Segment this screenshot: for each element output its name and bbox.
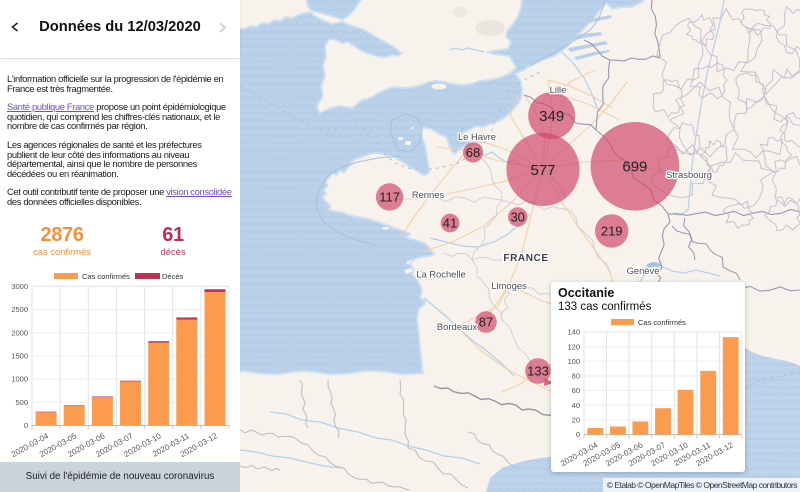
svg-text:120: 120: [567, 342, 580, 351]
svg-text:Lille: Lille: [550, 84, 567, 95]
svg-text:68: 68: [466, 145, 480, 160]
svg-text:30: 30: [510, 210, 524, 225]
svg-text:3000: 3000: [11, 282, 28, 291]
svg-text:20: 20: [572, 416, 580, 425]
svg-text:1000: 1000: [11, 375, 28, 384]
svg-text:133: 133: [527, 364, 549, 379]
svg-text:Genève: Genève: [627, 265, 660, 276]
svg-text:Cas confirmés: Cas confirmés: [638, 318, 686, 327]
svg-text:1500: 1500: [11, 352, 28, 361]
svg-text:Rennes: Rennes: [412, 189, 445, 200]
svg-text:Le Havre: Le Havre: [458, 131, 496, 142]
svg-text:60: 60: [572, 386, 580, 395]
svg-text:100: 100: [567, 357, 580, 366]
svg-text:Strasbourg: Strasbourg: [666, 169, 712, 180]
svg-text:Bordeaux: Bordeaux: [437, 321, 477, 332]
svg-text:Limoges: Limoges: [491, 280, 527, 291]
svg-text:40: 40: [572, 401, 580, 410]
svg-text:699: 699: [622, 159, 647, 176]
svg-text:FRANCE: FRANCE: [503, 253, 548, 264]
svg-text:0: 0: [24, 421, 28, 430]
svg-text:500: 500: [15, 398, 28, 407]
svg-text:577: 577: [530, 162, 555, 179]
svg-text:2000: 2000: [11, 328, 28, 337]
svg-text:219: 219: [601, 224, 623, 239]
svg-text:80: 80: [572, 372, 580, 381]
svg-text:117: 117: [379, 190, 400, 205]
svg-text:87: 87: [479, 315, 493, 330]
svg-text:41: 41: [443, 216, 457, 231]
svg-text:La Rochelle: La Rochelle: [416, 269, 466, 280]
svg-text:349: 349: [539, 108, 564, 125]
svg-text:2500: 2500: [11, 305, 28, 314]
svg-text:0: 0: [576, 430, 580, 439]
svg-text:140: 140: [567, 328, 580, 337]
